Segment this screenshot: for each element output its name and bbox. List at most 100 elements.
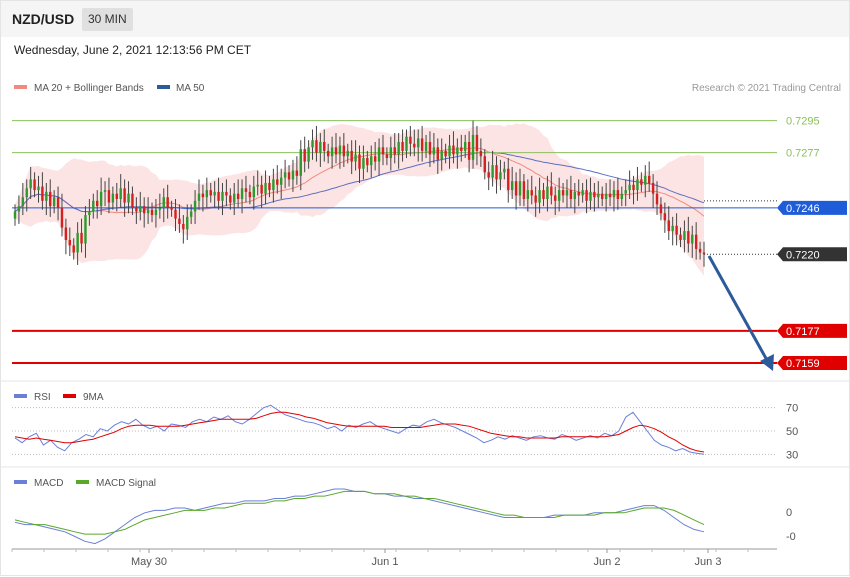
candle-body	[236, 193, 240, 200]
candle-body	[702, 252, 706, 255]
candle-body	[252, 186, 256, 198]
candle-body	[174, 209, 177, 219]
candle-body	[166, 197, 169, 208]
candle-body	[217, 191, 220, 201]
candle-body	[463, 141, 467, 151]
candle-body	[687, 231, 690, 244]
candle-body	[542, 190, 545, 200]
candle-body	[424, 141, 428, 151]
candle-body	[29, 179, 32, 189]
candle-body	[33, 179, 36, 191]
candle-body	[432, 147, 436, 155]
candle-body	[354, 154, 357, 162]
level-tag-0.7177	[777, 323, 847, 338]
rsi-series-0	[14, 404, 705, 455]
candle-body	[499, 172, 502, 180]
candle-body	[260, 184, 263, 194]
macd-signal-legend-label: MACD Signal	[96, 478, 156, 489]
candle-body	[675, 225, 678, 235]
candle-body	[64, 227, 68, 240]
candle-body	[565, 190, 569, 196]
candle-body	[52, 197, 56, 207]
candle-body	[338, 145, 342, 155]
candle-body	[624, 190, 627, 194]
candle-body	[452, 145, 455, 155]
candle-body	[671, 225, 674, 232]
candle-body	[550, 186, 553, 196]
candle-body	[534, 195, 537, 203]
candle-body	[248, 191, 252, 198]
candle-body	[123, 188, 126, 203]
candle-body	[283, 172, 287, 178]
candle-body	[193, 200, 197, 212]
candle-body	[189, 211, 193, 217]
candle-body	[601, 193, 604, 200]
candle-body	[170, 207, 173, 210]
candle-body	[651, 182, 655, 194]
candle-body	[362, 158, 365, 169]
rsi-ma-legend-label: 9MA	[83, 392, 104, 403]
price-levels: 0.7295 0.7277 0.7246 0.7220 0.7177 0.7159	[12, 116, 847, 370]
candle-body	[342, 145, 346, 157]
candle-body	[503, 168, 506, 173]
timeframe-badge[interactable]: 30 MIN	[82, 8, 133, 31]
candle-body	[49, 191, 52, 207]
candle-body	[370, 156, 373, 166]
candle-body	[115, 193, 118, 200]
candle-body	[698, 248, 702, 253]
candle-body	[644, 175, 647, 185]
candle-body	[182, 223, 185, 230]
forecast-arrow	[707, 255, 770, 363]
ma50-legend-swatch	[157, 85, 170, 89]
candle-body	[389, 147, 393, 159]
candle-body	[80, 232, 83, 244]
candle-body	[554, 195, 557, 201]
candle-body	[334, 147, 338, 155]
candle-body	[186, 216, 189, 230]
candle-body	[299, 149, 302, 176]
macd-tick-0: 0	[786, 507, 792, 519]
level-label-0.7159: 0.7159	[786, 358, 820, 370]
candle-body	[373, 156, 377, 162]
rsi-panel: 70 50 30	[12, 403, 798, 461]
candle-body	[41, 186, 44, 201]
candle-body	[17, 206, 21, 212]
candle-body	[326, 150, 330, 157]
candle-body	[628, 184, 631, 191]
candle-body	[268, 182, 271, 191]
candle-body	[244, 188, 248, 192]
ma20-legend-swatch	[14, 85, 27, 89]
candle-body	[397, 141, 400, 155]
candle-body	[330, 147, 334, 157]
candle-body	[201, 193, 205, 198]
candle-body	[350, 150, 353, 162]
candle-body	[593, 191, 596, 198]
macd-signal-legend-swatch	[76, 480, 89, 484]
candle-body	[287, 172, 291, 180]
candle-body	[475, 134, 479, 151]
candle-body	[72, 245, 75, 253]
candle-body	[530, 190, 533, 196]
candle-body	[377, 147, 381, 162]
candle-body	[178, 218, 181, 224]
candle-body	[597, 193, 600, 198]
candle-body	[456, 147, 459, 155]
candle-body	[647, 175, 651, 183]
candle-body	[315, 140, 318, 153]
candle-body	[420, 138, 424, 151]
candle-body	[154, 209, 158, 216]
candle-body	[76, 232, 79, 253]
candlesticks	[13, 120, 706, 267]
candle-body	[37, 186, 40, 191]
macd-tick-1: -0	[786, 531, 796, 543]
candle-body	[276, 179, 279, 185]
candle-body	[307, 147, 310, 162]
candle-body	[561, 190, 565, 196]
candle-body	[471, 134, 475, 160]
candle-body	[487, 172, 490, 178]
candle-body	[205, 190, 209, 198]
candle-body	[92, 200, 95, 212]
candle-body	[440, 150, 443, 160]
candle-body	[514, 181, 518, 196]
